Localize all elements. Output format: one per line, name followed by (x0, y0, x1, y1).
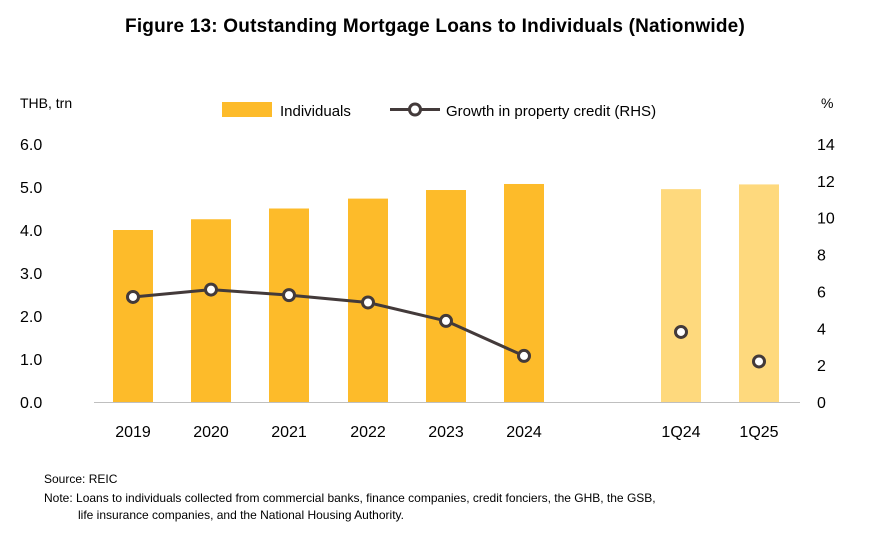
footnote-line-1: Note: Loans to individuals collected fro… (44, 491, 656, 505)
left-tick-label: 0.0 (20, 395, 42, 412)
footnote: Note: Loans to individuals collected fro… (44, 490, 656, 524)
x-tick-label: 2021 (271, 424, 307, 441)
chart-title: Figure 13: Outstanding Mortgage Loans to… (125, 16, 745, 37)
growth-point-1q25 (752, 354, 766, 369)
right-axis-ticks: 0 2 4 6 8 10 12 14 (817, 137, 835, 412)
growth-point-2023 (439, 313, 453, 328)
growth-point-2019 (126, 289, 140, 304)
right-tick-label: 4 (817, 321, 826, 338)
right-tick-label: 12 (817, 174, 835, 191)
x-tick-label: 2022 (350, 424, 386, 441)
legend-swatch-individuals (222, 102, 272, 117)
legend-label-growth: Growth in property credit (RHS) (446, 103, 656, 120)
right-tick-label: 8 (817, 248, 826, 265)
legend-label-individuals: Individuals (280, 103, 351, 120)
left-tick-label: 1.0 (20, 352, 42, 369)
bar-2023 (426, 190, 466, 402)
right-tick-label: 6 (817, 284, 826, 301)
growth-point-2021 (282, 288, 296, 303)
bar-2024 (504, 183, 544, 402)
x-axis-ticks: 2019 2020 2021 2022 2023 2024 1Q24 1Q25 (115, 424, 778, 441)
right-axis-unit: % (821, 95, 833, 111)
growth-line-series (126, 282, 766, 369)
growth-point-2020 (204, 282, 218, 297)
x-tick-label: 2020 (193, 424, 229, 441)
left-axis-ticks: 0.0 1.0 2.0 3.0 4.0 5.0 6.0 (20, 137, 42, 412)
x-tick-label: 2019 (115, 424, 151, 441)
x-tick-label: 1Q24 (661, 424, 700, 441)
left-tick-label: 5.0 (20, 180, 42, 197)
right-tick-label: 14 (817, 137, 835, 154)
x-tick-label: 2024 (506, 424, 542, 441)
source-note: Source: REIC (44, 472, 118, 486)
legend: Individuals Growth in property credit (R… (222, 102, 656, 120)
right-tick-label: 0 (817, 395, 826, 412)
x-tick-label: 1Q25 (739, 424, 778, 441)
growth-line-path (132, 288, 525, 358)
growth-point-2024 (517, 348, 531, 363)
bar-2019 (113, 230, 153, 402)
bar-1q25 (739, 184, 779, 402)
right-tick-label: 2 (817, 358, 826, 375)
bar-1q24 (661, 189, 701, 402)
bars-individuals (113, 183, 779, 402)
bar-2020 (191, 219, 231, 402)
x-tick-label: 2023 (428, 424, 464, 441)
left-tick-label: 2.0 (20, 309, 42, 326)
legend-marker-growth (408, 102, 422, 117)
growth-point-1q24 (674, 324, 688, 339)
growth-point-2022 (361, 295, 375, 310)
left-axis-unit: THB, trn (20, 95, 72, 111)
left-tick-label: 3.0 (20, 266, 42, 283)
left-tick-label: 6.0 (20, 137, 42, 154)
left-tick-label: 4.0 (20, 223, 42, 240)
bar-2021 (269, 208, 309, 402)
right-tick-label: 10 (817, 211, 835, 228)
footnote-line-2: life insurance companies, and the Nation… (78, 508, 404, 522)
